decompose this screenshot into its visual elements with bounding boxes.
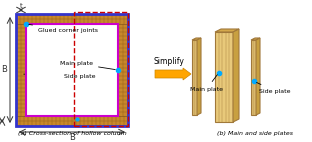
Polygon shape [16, 24, 26, 116]
Polygon shape [16, 116, 128, 126]
Text: Glued corner joints: Glued corner joints [29, 24, 98, 33]
Polygon shape [16, 14, 128, 24]
Text: Main plate: Main plate [190, 75, 223, 91]
FancyArrow shape [155, 68, 191, 80]
Bar [74, 12, 128, 126]
Bar [26, 24, 118, 116]
Text: Side plate: Side plate [256, 82, 290, 93]
Bar [26, 24, 118, 116]
Text: Main plate: Main plate [60, 61, 115, 70]
Text: Side plate: Side plate [64, 74, 95, 79]
Polygon shape [215, 29, 239, 32]
Polygon shape [192, 38, 201, 40]
Polygon shape [197, 38, 201, 115]
Text: Simplify: Simplify [154, 57, 184, 65]
Text: B: B [1, 65, 7, 75]
Polygon shape [233, 29, 239, 122]
Bar [16, 14, 128, 126]
Polygon shape [192, 40, 197, 115]
Text: (a) Cross-section of hollow column: (a) Cross-section of hollow column [17, 131, 126, 136]
Polygon shape [215, 32, 233, 122]
Polygon shape [251, 38, 260, 40]
Polygon shape [251, 40, 256, 115]
Text: t: t [20, 3, 22, 9]
Polygon shape [256, 38, 260, 115]
Text: (b) Main and side plates: (b) Main and side plates [217, 131, 293, 136]
Text: B: B [69, 132, 75, 141]
Polygon shape [118, 24, 128, 116]
